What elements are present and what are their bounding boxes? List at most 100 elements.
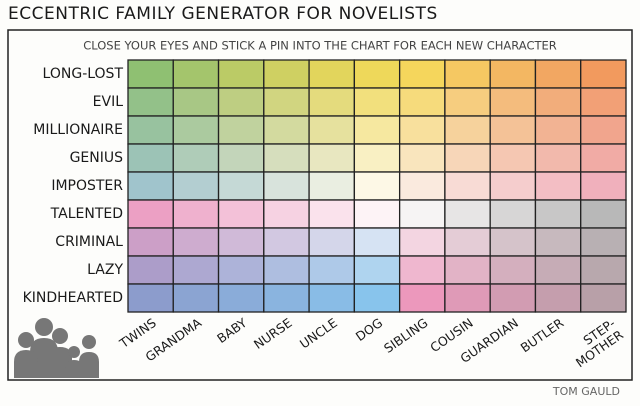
grid-cell xyxy=(534,115,582,145)
grid-cell xyxy=(217,283,265,313)
grid-cell xyxy=(444,143,491,173)
grid-cell xyxy=(127,143,174,173)
grid-cell xyxy=(398,199,446,229)
grid-cell xyxy=(489,115,537,145)
grid-cell xyxy=(308,59,356,89)
grid-cell xyxy=(353,115,401,145)
row-label: MILLIONAIRE xyxy=(33,122,123,138)
grid-cell xyxy=(489,171,537,201)
grid-cell xyxy=(172,87,220,117)
grid-cell xyxy=(353,199,401,229)
grid-cell xyxy=(489,255,537,285)
row-label: KINDHEARTED xyxy=(23,290,123,306)
grid-cell xyxy=(489,283,537,313)
row-label: CRIMINAL xyxy=(55,234,123,250)
grid-cell xyxy=(398,59,446,89)
grid-cell xyxy=(398,283,446,313)
grid-cell xyxy=(263,115,310,145)
grid-cell xyxy=(172,283,220,313)
grid-cell xyxy=(489,199,537,229)
grid-cell xyxy=(489,87,537,117)
grid-cell xyxy=(217,87,265,117)
grid-cell xyxy=(534,255,582,285)
grid-cell xyxy=(127,227,174,257)
grid-cell xyxy=(172,255,220,285)
grid-cell xyxy=(580,199,627,229)
grid-cell xyxy=(580,115,627,145)
grid-cell xyxy=(308,143,356,173)
row-label: GENIUS xyxy=(70,150,124,166)
grid-cell xyxy=(353,143,401,173)
grid-cell xyxy=(444,87,491,117)
grid-cell xyxy=(172,199,220,229)
grid-cell xyxy=(580,255,627,285)
grid-cell xyxy=(263,143,310,173)
grid-cell xyxy=(217,199,265,229)
grid-cell xyxy=(398,171,446,201)
grid-cell xyxy=(308,283,356,313)
title: ECCENTRIC FAMILY GENERATOR FOR NOVELISTS xyxy=(8,4,438,24)
grid-cell xyxy=(263,199,310,229)
row-label: IMPOSTER xyxy=(51,178,123,194)
grid-cell xyxy=(217,227,265,257)
row-label: TALENTED xyxy=(50,206,123,222)
grid-cell xyxy=(172,171,220,201)
grid-cell xyxy=(534,171,582,201)
credit: TOM GAULD xyxy=(552,385,620,398)
grid-cell xyxy=(127,115,174,145)
grid-cell xyxy=(217,115,265,145)
grid-cell xyxy=(444,255,491,285)
grid-cell xyxy=(217,255,265,285)
grid-cell xyxy=(489,143,537,173)
grid-cell xyxy=(534,143,582,173)
grid-cell xyxy=(534,199,582,229)
grid-cell xyxy=(308,227,356,257)
grid-cell xyxy=(444,199,491,229)
grid-cell xyxy=(172,143,220,173)
grid-cell xyxy=(353,283,401,313)
grid-cell xyxy=(534,227,582,257)
grid-cell xyxy=(444,115,491,145)
frame xyxy=(7,29,633,381)
grid-cell xyxy=(580,143,627,173)
grid-cell xyxy=(217,143,265,173)
grid-cell xyxy=(444,59,491,89)
grid-cell xyxy=(398,143,446,173)
grid-cell xyxy=(127,59,174,89)
grid-cell xyxy=(127,255,174,285)
grid-cell xyxy=(398,227,446,257)
grid-cell xyxy=(489,227,537,257)
grid-cell xyxy=(353,59,401,89)
grid-cell xyxy=(263,227,310,257)
grid-cell xyxy=(580,87,627,117)
grid-cell xyxy=(489,59,537,89)
grid-cell xyxy=(172,227,220,257)
grid-cell xyxy=(534,87,582,117)
family-icon xyxy=(14,318,99,378)
grid-cell xyxy=(398,255,446,285)
grid-cell xyxy=(308,87,356,117)
grid-cell xyxy=(534,59,582,89)
grid-cell xyxy=(172,115,220,145)
grid-cell xyxy=(263,59,310,89)
row-label: EVIL xyxy=(93,94,124,110)
grid-cell xyxy=(353,227,401,257)
grid-cell xyxy=(263,171,310,201)
grid-cell xyxy=(580,227,627,257)
grid-cell xyxy=(308,171,356,201)
grid-cell xyxy=(580,59,627,89)
grid-cell xyxy=(398,87,446,117)
grid-cell xyxy=(308,115,356,145)
grid-cell xyxy=(172,59,220,89)
grid-cell xyxy=(263,255,310,285)
grid-cell xyxy=(127,199,174,229)
subtitle: CLOSE YOUR EYES AND STICK A PIN INTO THE… xyxy=(83,39,557,53)
grid-cell xyxy=(308,199,356,229)
grid-cell xyxy=(127,283,174,313)
grid-cell xyxy=(444,283,491,313)
grid-cell xyxy=(534,283,582,313)
grid-cell xyxy=(353,255,401,285)
grid-cell xyxy=(127,171,174,201)
grid-cell xyxy=(127,87,174,117)
